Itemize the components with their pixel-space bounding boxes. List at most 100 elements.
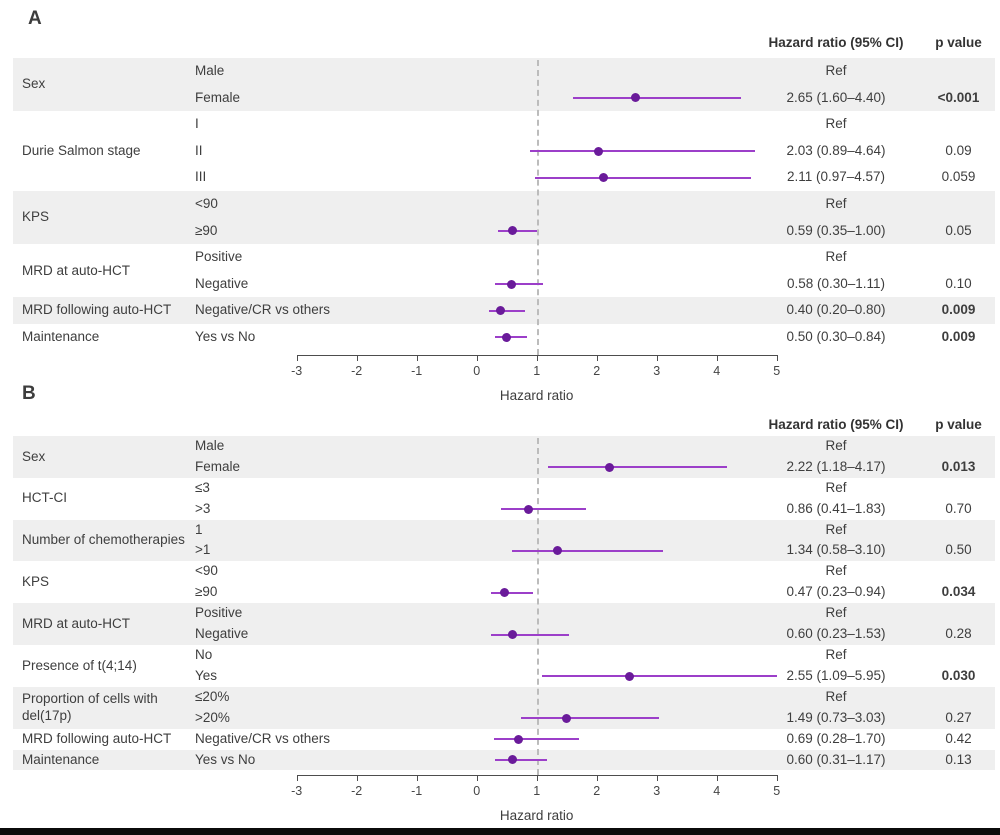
hr-value: Ref [825, 688, 847, 704]
subgroup-label: Positive [195, 249, 243, 265]
hr-value: Ref [825, 63, 847, 78]
ci-line [497, 229, 537, 232]
hr-value: 0.47 (0.23–0.94) [786, 584, 886, 600]
subgroup-label: I [195, 116, 199, 132]
p-value: 0.013 [941, 458, 976, 474]
subgroup-label: Female [195, 458, 241, 474]
ci-line [530, 150, 756, 153]
group-band: MRD at auto-HCT Positive Ref Negative 0.58 (… [13, 244, 995, 298]
column-header-p: p value [935, 35, 982, 50]
ci-line [520, 717, 659, 720]
hr-value: 0.58 (0.30–1.11) [786, 275, 886, 291]
group-label: MRD following auto-HCT [22, 730, 172, 746]
hr-value: Ref [825, 563, 847, 579]
ci-line [490, 591, 534, 594]
hr-value: 0.40 (0.20–0.80) [786, 302, 886, 318]
hr-value: 0.60 (0.31–1.17) [786, 751, 886, 767]
p-value: 0.27 [945, 709, 972, 725]
x-axis-tick [776, 354, 778, 361]
hr-value: Ref [825, 116, 847, 132]
p-value: 0.13 [945, 751, 972, 767]
x-axis-tick [356, 775, 358, 781]
subgroup-label: No [195, 647, 213, 662]
x-axis-tick-label: -2 [351, 784, 363, 798]
group-band: Proportion of cells with del(17p) ≤20% Ref… [13, 686, 995, 729]
hr-point-marker [561, 713, 571, 723]
hr-value: 2.11 (0.97–4.57) [786, 169, 886, 185]
group-band: HCT-CI ≤3 Ref >3 0.86 (0.41–1.83) 0.70 [13, 477, 995, 520]
x-axis-tick-label: 0 [473, 784, 481, 798]
hr-point-marker [508, 630, 518, 640]
hr-value: Ref [825, 196, 847, 211]
x-axis-tick [716, 354, 718, 361]
group-label: MRD following auto-HCT [22, 302, 172, 318]
x-axis-tick [596, 354, 598, 361]
subgroup-label: >3 [195, 500, 211, 516]
column-header-hr: Hazard ratio (95% CI) [768, 417, 904, 432]
hr-value: 2.03 (0.89–4.64) [786, 142, 886, 158]
subgroup-label: Yes [195, 667, 218, 683]
hr-value: Ref [825, 438, 847, 453]
hr-point-marker [552, 546, 562, 556]
hr-value: 0.59 (0.35–1.00) [786, 222, 886, 238]
hr-point-marker [625, 671, 635, 681]
hr-value: 1.34 (0.58–3.10) [786, 542, 886, 558]
group-band: MRD at auto-HCT Positive Ref Negative 0.60 (… [13, 603, 995, 645]
subgroup-label: >20% [195, 709, 230, 725]
x-axis-tick [596, 775, 598, 781]
ci-line [501, 508, 587, 511]
ci-line [511, 549, 663, 552]
x-axis-tick [476, 775, 478, 781]
p-value: <0.001 [937, 89, 980, 105]
subgroup-label: II [195, 142, 203, 158]
x-axis-tick-label: 0 [473, 363, 481, 378]
x-axis-tick-label: 4 [713, 784, 721, 798]
ci-line [494, 283, 544, 286]
ci-line [495, 758, 547, 761]
group-label: KPS [22, 209, 50, 225]
x-axis-tick-label: 1 [533, 363, 541, 378]
subgroup-label: ≥90 [195, 222, 218, 238]
subgroup-label: Negative/CR vs others [195, 730, 331, 746]
subgroup-label: 1 [195, 521, 203, 537]
group-label: Presence of t(4;14) [22, 657, 137, 673]
x-axis-tick [356, 354, 358, 361]
group-label: KPS [22, 574, 50, 590]
x-axis-tick [656, 775, 658, 781]
x-axis-tick-label: -3 [291, 784, 303, 798]
subgroup-label: Negative [195, 275, 249, 291]
group-label: Sex [22, 76, 46, 92]
p-value: 0.70 [945, 500, 972, 516]
x-axis-tick-label: 1 [533, 784, 541, 798]
reference-line [536, 438, 539, 775]
p-value: 0.28 [945, 626, 972, 642]
x-axis-tick [416, 775, 418, 781]
hr-point-marker [507, 279, 516, 289]
group-band: KPS <90 Ref ≥90 0.59 (0.35–1.00) 0.05 [13, 191, 995, 245]
hr-value: 0.60 (0.23–1.53) [786, 626, 886, 642]
ci-line [534, 176, 751, 179]
group-band: Presence of t(4;14) No Ref Yes 2.55 (1.09–5.… [13, 645, 995, 687]
x-axis-tick [776, 775, 778, 781]
hr-point-marker [598, 173, 608, 183]
hr-value: Ref [825, 605, 847, 621]
group-label: Sex [22, 448, 46, 464]
x-axis-tick-label: 3 [653, 363, 661, 378]
p-value: 0.009 [941, 329, 976, 344]
subgroup-label: ≤20% [195, 688, 230, 704]
hr-value: Ref [825, 249, 847, 265]
p-value: 0.059 [941, 169, 976, 185]
hr-value: 1.49 (0.73–3.03) [786, 709, 886, 725]
hr-value: Ref [825, 647, 847, 662]
column-header-hr: Hazard ratio (95% CI) [768, 35, 904, 50]
ci-line [490, 633, 569, 636]
group-band: Sex Male Ref Female 2.22 (1.18–4.17) 0.013 [13, 436, 995, 478]
subgroup-label: Male [195, 438, 225, 453]
x-axis-tick-label: -3 [291, 363, 303, 378]
group-label: Maintenance [22, 751, 100, 767]
subgroup-label: Positive [195, 605, 243, 621]
x-axis-tick-label: -2 [351, 363, 363, 378]
